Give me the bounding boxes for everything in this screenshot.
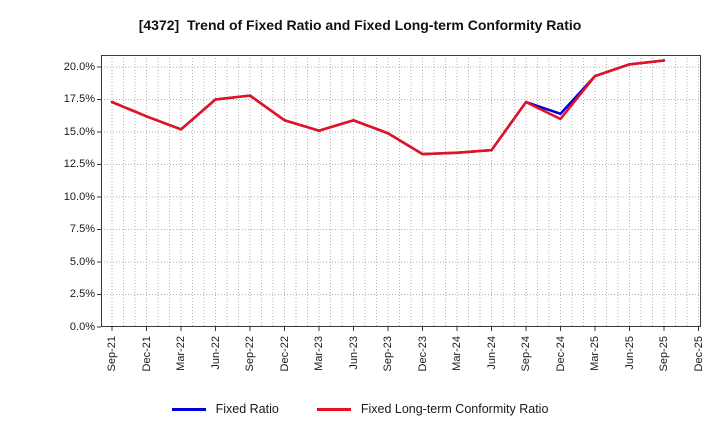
y-tick-label: 5.0%: [69, 255, 95, 268]
y-tick-label: 2.5%: [69, 288, 95, 301]
x-tick-label: Jun-23: [347, 336, 360, 370]
x-tick-label: Jun-24: [485, 336, 498, 370]
x-tick-label: Sep-22: [244, 336, 256, 372]
x-tick-label: Sep-24: [520, 336, 532, 372]
y-tick-label: 7.5%: [69, 223, 95, 236]
y-tick-label: 10.0%: [63, 190, 95, 203]
y-tick-label: 12.5%: [63, 158, 95, 171]
legend-label-fixed-ratio: Fixed Ratio: [215, 402, 279, 416]
plot-border: [101, 55, 701, 327]
x-tick-label: Dec-23: [416, 336, 429, 372]
y-tick-label: 17.5%: [63, 93, 95, 106]
legend-line-fixed-longterm-conformity-ratio: [316, 407, 351, 411]
x-tick-label: Sep-21: [106, 336, 118, 372]
legend-item-fixed-ratio: Fixed Ratio: [171, 402, 279, 416]
legend-line-fixed-ratio: [171, 407, 206, 411]
x-tick-label: Sep-23: [382, 336, 394, 372]
x-tick-label: Dec-22: [278, 336, 291, 372]
x-tick-label: Dec-24: [554, 336, 567, 372]
x-tick-label: Mar-24: [451, 336, 463, 371]
chart-title: [4372] Trend of Fixed Ratio and Fixed Lo…: [138, 17, 582, 33]
x-tick-label: Mar-22: [175, 336, 187, 371]
x-tick-label: Dec-25: [692, 336, 705, 372]
series-line-fixed-ratio: [110, 59, 666, 156]
legend-item-fixed-longterm-conformity-ratio: Fixed Long-term Conformity Ratio: [316, 402, 549, 416]
chart-legend: Fixed Ratio Fixed Long-term Conformity R…: [0, 402, 720, 416]
y-tick-label: 15.0%: [63, 125, 95, 138]
x-tick-label: Dec-21: [140, 336, 153, 372]
x-tick-label: Mar-25: [589, 336, 601, 371]
x-tick-label: Mar-23: [313, 336, 325, 371]
legend-label-fixed-longterm-conformity-ratio: Fixed Long-term Conformity Ratio: [360, 402, 549, 416]
x-tick-label: Jun-22: [209, 336, 222, 370]
series-line-fixed-longterm-conformity-ratio: [110, 59, 666, 156]
x-tick-label: Jun-25: [623, 336, 636, 370]
y-tick-label: 20.0%: [63, 60, 95, 73]
x-tick-label: Sep-25: [658, 336, 670, 372]
y-tick-label: 0.0%: [69, 321, 95, 333]
